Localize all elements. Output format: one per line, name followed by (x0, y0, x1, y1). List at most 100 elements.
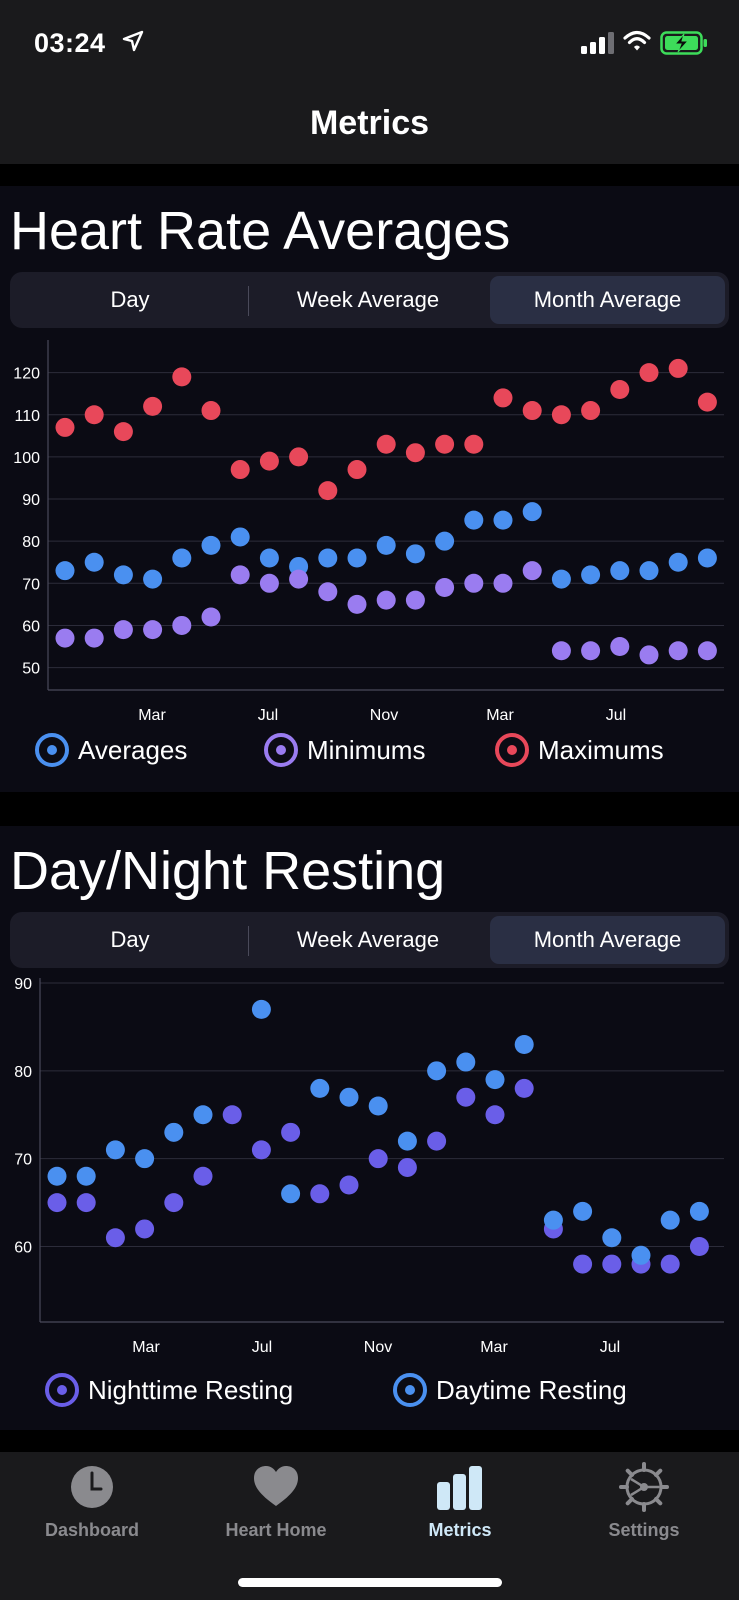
daytime-resting-point (281, 1184, 301, 1204)
x-tick-label: Jul (606, 707, 626, 724)
averages-point (610, 561, 630, 581)
segment-divider (248, 926, 249, 956)
y-tick-label: 80 (14, 1064, 32, 1081)
averages-point (493, 510, 513, 530)
nighttime-resting-point (310, 1184, 330, 1204)
segment-week-average[interactable]: Week Average (296, 287, 440, 312)
tab-bar: Dashboard Heart Home Metrics Settings (0, 1452, 739, 1600)
nighttime-resting-point (105, 1228, 125, 1248)
nighttime-resting-point (135, 1219, 155, 1239)
segment-week-average[interactable]: Week Average (296, 927, 440, 952)
segment-day[interactable]: Day (110, 287, 150, 312)
minimums-point (522, 561, 542, 581)
maximums-point (347, 460, 367, 480)
averages-point (113, 565, 133, 585)
daytime-resting-point (135, 1149, 155, 1169)
maximums-point (201, 401, 221, 421)
period-segmented-control: Day Week Average Month Average (10, 272, 729, 328)
maximums-point (259, 451, 279, 471)
x-tick-label: Nov (364, 1339, 392, 1356)
tab-dashboard[interactable]: Dashboard (0, 1462, 184, 1541)
maximums-point (376, 434, 396, 454)
nighttime-resting-point (602, 1254, 622, 1274)
legend-label: Nighttime Resting (88, 1374, 294, 1405)
daytime-resting-point (456, 1052, 476, 1072)
location-arrow-icon (122, 30, 144, 52)
minimums-point (610, 637, 630, 657)
maximums-point (435, 434, 455, 454)
period-segmented-control: Day Week Average Month Average (10, 912, 729, 968)
daytime-resting-point (514, 1034, 534, 1054)
minimums-point (55, 628, 75, 648)
x-tick-label: Mar (138, 707, 166, 724)
legend-label: Maximums (538, 734, 664, 765)
minimums-point (347, 594, 367, 614)
minimums-point (143, 620, 163, 640)
minimums-point (172, 615, 192, 635)
averages-point (376, 535, 396, 555)
status-bar: 03:24 (0, 0, 739, 90)
cellular-signal-icon (581, 32, 614, 54)
averages-point (697, 548, 717, 568)
maximums-legend-ring-icon (495, 733, 529, 767)
segment-month-average[interactable]: Month Average (490, 276, 725, 324)
status-time: 03:24 (34, 28, 106, 58)
averages-point (464, 510, 484, 530)
daytime-resting-point (105, 1140, 125, 1160)
averages-point (347, 548, 367, 568)
maximums-point (289, 447, 309, 467)
averages-point (318, 548, 338, 568)
nighttime-legend-ring-icon (45, 1373, 79, 1407)
segment-day[interactable]: Day (110, 927, 150, 952)
minimums-point (230, 565, 250, 585)
y-tick-label: 80 (22, 534, 40, 551)
averages-point (55, 561, 75, 581)
heart-icon (254, 1466, 298, 1506)
nighttime-resting-point (689, 1237, 709, 1257)
minimums-legend-ring-icon (264, 733, 298, 767)
nighttime-resting-point (368, 1149, 388, 1169)
legend-maximums[interactable]: Maximums (494, 732, 664, 768)
nighttime-resting-point (222, 1105, 242, 1125)
clock-icon (71, 1466, 113, 1508)
nighttime-resting-point (427, 1131, 447, 1151)
tab-settings[interactable]: Settings (552, 1462, 736, 1541)
minimums-point (405, 590, 425, 610)
nighttime-resting-point (251, 1140, 271, 1160)
daytime-resting-point (631, 1245, 651, 1265)
daytime-resting-point (485, 1070, 505, 1090)
x-tick-label: Nov (370, 707, 398, 724)
maximums-point (581, 401, 601, 421)
daytime-resting-point (47, 1166, 67, 1186)
daytime-resting-point (164, 1122, 184, 1142)
maximums-point (639, 363, 659, 383)
legend-nighttime-resting[interactable]: Nighttime Resting (44, 1372, 293, 1408)
maximums-point (318, 481, 338, 501)
navigation-bar: Metrics (0, 90, 739, 164)
gear-icon (619, 1462, 669, 1512)
maximums-point (464, 434, 484, 454)
battery-charging-icon (660, 31, 707, 55)
minimums-point (639, 645, 659, 665)
legend-label: Daytime Resting (436, 1374, 627, 1405)
tab-metrics[interactable]: Metrics (368, 1462, 552, 1541)
averages-point (84, 552, 104, 572)
y-tick-label: 70 (22, 576, 40, 593)
nighttime-resting-point (281, 1122, 301, 1142)
averages-point (405, 544, 425, 564)
y-tick-label: 70 (14, 1152, 32, 1169)
daytime-resting-point (368, 1096, 388, 1116)
maximums-point (143, 396, 163, 416)
legend-daytime-resting[interactable]: Daytime Resting (392, 1372, 627, 1408)
averages-point (551, 569, 571, 589)
minimums-point (493, 573, 513, 593)
maximums-point (55, 417, 75, 437)
daytime-resting-point (602, 1228, 622, 1248)
card-title: Heart Rate Averages (10, 201, 511, 261)
tab-heart-home[interactable]: Heart Home (184, 1462, 368, 1541)
legend-minimums[interactable]: Minimums (263, 732, 425, 768)
legend-averages[interactable]: Averages (34, 732, 187, 768)
segment-month-average[interactable]: Month Average (490, 916, 725, 964)
heart-rate-scatter-chart: 50 60 70 80 90 100 110 120 Mar Jul Nov Mar Jul (13, 340, 724, 724)
x-tick-label: Jul (252, 1339, 272, 1356)
